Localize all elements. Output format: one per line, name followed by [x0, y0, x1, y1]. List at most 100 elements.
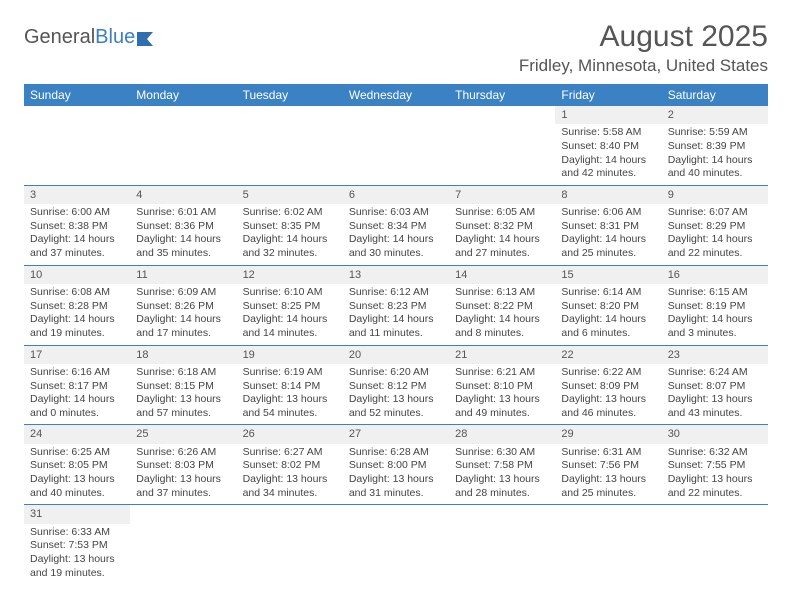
location: Fridley, Minnesota, United States: [519, 56, 768, 76]
day-number: 3: [24, 186, 130, 204]
daylight-text: Daylight: 14 hours and 42 minutes.: [561, 154, 655, 181]
sunset-text: Sunset: 7:55 PM: [668, 459, 762, 473]
sunset-text: Sunset: 8:10 PM: [455, 380, 549, 394]
day-number: 22: [555, 346, 661, 364]
day-number: 11: [130, 266, 236, 284]
day-header: Saturday: [662, 84, 768, 106]
day-header: Monday: [130, 84, 236, 106]
day-details: Sunrise: 6:07 AMSunset: 8:29 PMDaylight:…: [662, 204, 768, 265]
calendar-cell: 19Sunrise: 6:19 AMSunset: 8:14 PMDayligh…: [237, 345, 343, 425]
daylight-text: Daylight: 13 hours and 46 minutes.: [561, 393, 655, 420]
day-number: 16: [662, 266, 768, 284]
sunrise-text: Sunrise: 6:24 AM: [668, 366, 762, 380]
calendar-row: 24Sunrise: 6:25 AMSunset: 8:05 PMDayligh…: [24, 425, 768, 505]
calendar-cell: [449, 505, 555, 584]
sunrise-text: Sunrise: 6:26 AM: [136, 446, 230, 460]
calendar-cell: 18Sunrise: 6:18 AMSunset: 8:15 PMDayligh…: [130, 345, 236, 425]
title-block: August 2025 Fridley, Minnesota, United S…: [519, 20, 768, 76]
day-number: 20: [343, 346, 449, 364]
sunset-text: Sunset: 8:23 PM: [349, 300, 443, 314]
day-number: 29: [555, 425, 661, 443]
calendar-row: 3Sunrise: 6:00 AMSunset: 8:38 PMDaylight…: [24, 185, 768, 265]
day-number: 26: [237, 425, 343, 443]
sunrise-text: Sunrise: 6:12 AM: [349, 286, 443, 300]
sunset-text: Sunset: 8:05 PM: [30, 459, 124, 473]
sunset-text: Sunset: 8:22 PM: [455, 300, 549, 314]
day-details: Sunrise: 6:14 AMSunset: 8:20 PMDaylight:…: [555, 284, 661, 345]
sunrise-text: Sunrise: 6:21 AM: [455, 366, 549, 380]
daylight-text: Daylight: 13 hours and 57 minutes.: [136, 393, 230, 420]
day-details: Sunrise: 6:24 AMSunset: 8:07 PMDaylight:…: [662, 364, 768, 425]
sunset-text: Sunset: 8:19 PM: [668, 300, 762, 314]
calendar-cell: 2Sunrise: 5:59 AMSunset: 8:39 PMDaylight…: [662, 106, 768, 185]
day-details: Sunrise: 6:33 AMSunset: 7:53 PMDaylight:…: [24, 524, 130, 585]
calendar-cell: 15Sunrise: 6:14 AMSunset: 8:20 PMDayligh…: [555, 265, 661, 345]
day-details: Sunrise: 5:59 AMSunset: 8:39 PMDaylight:…: [662, 124, 768, 185]
daylight-text: Daylight: 13 hours and 43 minutes.: [668, 393, 762, 420]
daylight-text: Daylight: 13 hours and 52 minutes.: [349, 393, 443, 420]
day-header-row: Sunday Monday Tuesday Wednesday Thursday…: [24, 84, 768, 106]
sunrise-text: Sunrise: 6:32 AM: [668, 446, 762, 460]
day-number: 6: [343, 186, 449, 204]
day-details: Sunrise: 6:01 AMSunset: 8:36 PMDaylight:…: [130, 204, 236, 265]
day-details: Sunrise: 6:15 AMSunset: 8:19 PMDaylight:…: [662, 284, 768, 345]
day-details: Sunrise: 6:26 AMSunset: 8:03 PMDaylight:…: [130, 444, 236, 505]
calendar-cell: 25Sunrise: 6:26 AMSunset: 8:03 PMDayligh…: [130, 425, 236, 505]
logo-text-blue: Blue: [95, 26, 135, 49]
day-number: 23: [662, 346, 768, 364]
day-number: 2: [662, 106, 768, 124]
daylight-text: Daylight: 14 hours and 27 minutes.: [455, 233, 549, 260]
sunset-text: Sunset: 8:26 PM: [136, 300, 230, 314]
daylight-text: Daylight: 14 hours and 19 minutes.: [30, 313, 124, 340]
sunset-text: Sunset: 8:14 PM: [243, 380, 337, 394]
sunrise-text: Sunrise: 6:15 AM: [668, 286, 762, 300]
day-number: 12: [237, 266, 343, 284]
sunrise-text: Sunrise: 6:07 AM: [668, 206, 762, 220]
sunset-text: Sunset: 7:56 PM: [561, 459, 655, 473]
day-number: 24: [24, 425, 130, 443]
daylight-text: Daylight: 14 hours and 25 minutes.: [561, 233, 655, 260]
header: GeneralBlue August 2025 Fridley, Minneso…: [24, 20, 768, 76]
day-details: Sunrise: 6:09 AMSunset: 8:26 PMDaylight:…: [130, 284, 236, 345]
sunrise-text: Sunrise: 6:20 AM: [349, 366, 443, 380]
calendar-cell: 8Sunrise: 6:06 AMSunset: 8:31 PMDaylight…: [555, 185, 661, 265]
calendar-cell: 7Sunrise: 6:05 AMSunset: 8:32 PMDaylight…: [449, 185, 555, 265]
daylight-text: Daylight: 13 hours and 19 minutes.: [30, 553, 124, 580]
day-details: Sunrise: 6:22 AMSunset: 8:09 PMDaylight:…: [555, 364, 661, 425]
daylight-text: Daylight: 14 hours and 8 minutes.: [455, 313, 549, 340]
calendar-cell: 23Sunrise: 6:24 AMSunset: 8:07 PMDayligh…: [662, 345, 768, 425]
day-number: 31: [24, 505, 130, 523]
day-details: Sunrise: 6:13 AMSunset: 8:22 PMDaylight:…: [449, 284, 555, 345]
day-details: Sunrise: 6:12 AMSunset: 8:23 PMDaylight:…: [343, 284, 449, 345]
day-details: Sunrise: 6:00 AMSunset: 8:38 PMDaylight:…: [24, 204, 130, 265]
calendar-cell: 12Sunrise: 6:10 AMSunset: 8:25 PMDayligh…: [237, 265, 343, 345]
month-title: August 2025: [519, 20, 768, 54]
sunrise-text: Sunrise: 6:19 AM: [243, 366, 337, 380]
day-number: 18: [130, 346, 236, 364]
sunrise-text: Sunrise: 6:06 AM: [561, 206, 655, 220]
calendar-cell: [343, 106, 449, 185]
day-number: 7: [449, 186, 555, 204]
calendar-cell: 13Sunrise: 6:12 AMSunset: 8:23 PMDayligh…: [343, 265, 449, 345]
calendar-cell: 26Sunrise: 6:27 AMSunset: 8:02 PMDayligh…: [237, 425, 343, 505]
sunset-text: Sunset: 8:12 PM: [349, 380, 443, 394]
day-details: Sunrise: 6:21 AMSunset: 8:10 PMDaylight:…: [449, 364, 555, 425]
sunset-text: Sunset: 7:53 PM: [30, 539, 124, 553]
sunrise-text: Sunrise: 6:18 AM: [136, 366, 230, 380]
day-details: Sunrise: 6:31 AMSunset: 7:56 PMDaylight:…: [555, 444, 661, 505]
day-header: Thursday: [449, 84, 555, 106]
day-details: Sunrise: 6:16 AMSunset: 8:17 PMDaylight:…: [24, 364, 130, 425]
sunset-text: Sunset: 8:40 PM: [561, 140, 655, 154]
sunrise-text: Sunrise: 6:08 AM: [30, 286, 124, 300]
sunset-text: Sunset: 8:39 PM: [668, 140, 762, 154]
sunrise-text: Sunrise: 6:01 AM: [136, 206, 230, 220]
day-details: Sunrise: 6:30 AMSunset: 7:58 PMDaylight:…: [449, 444, 555, 505]
daylight-text: Daylight: 13 hours and 34 minutes.: [243, 473, 337, 500]
calendar-cell: 22Sunrise: 6:22 AMSunset: 8:09 PMDayligh…: [555, 345, 661, 425]
daylight-text: Daylight: 13 hours and 54 minutes.: [243, 393, 337, 420]
logo-text-general: General: [24, 26, 95, 49]
day-number: 1: [555, 106, 661, 124]
sunset-text: Sunset: 8:20 PM: [561, 300, 655, 314]
daylight-text: Daylight: 14 hours and 11 minutes.: [349, 313, 443, 340]
sunrise-text: Sunrise: 6:03 AM: [349, 206, 443, 220]
